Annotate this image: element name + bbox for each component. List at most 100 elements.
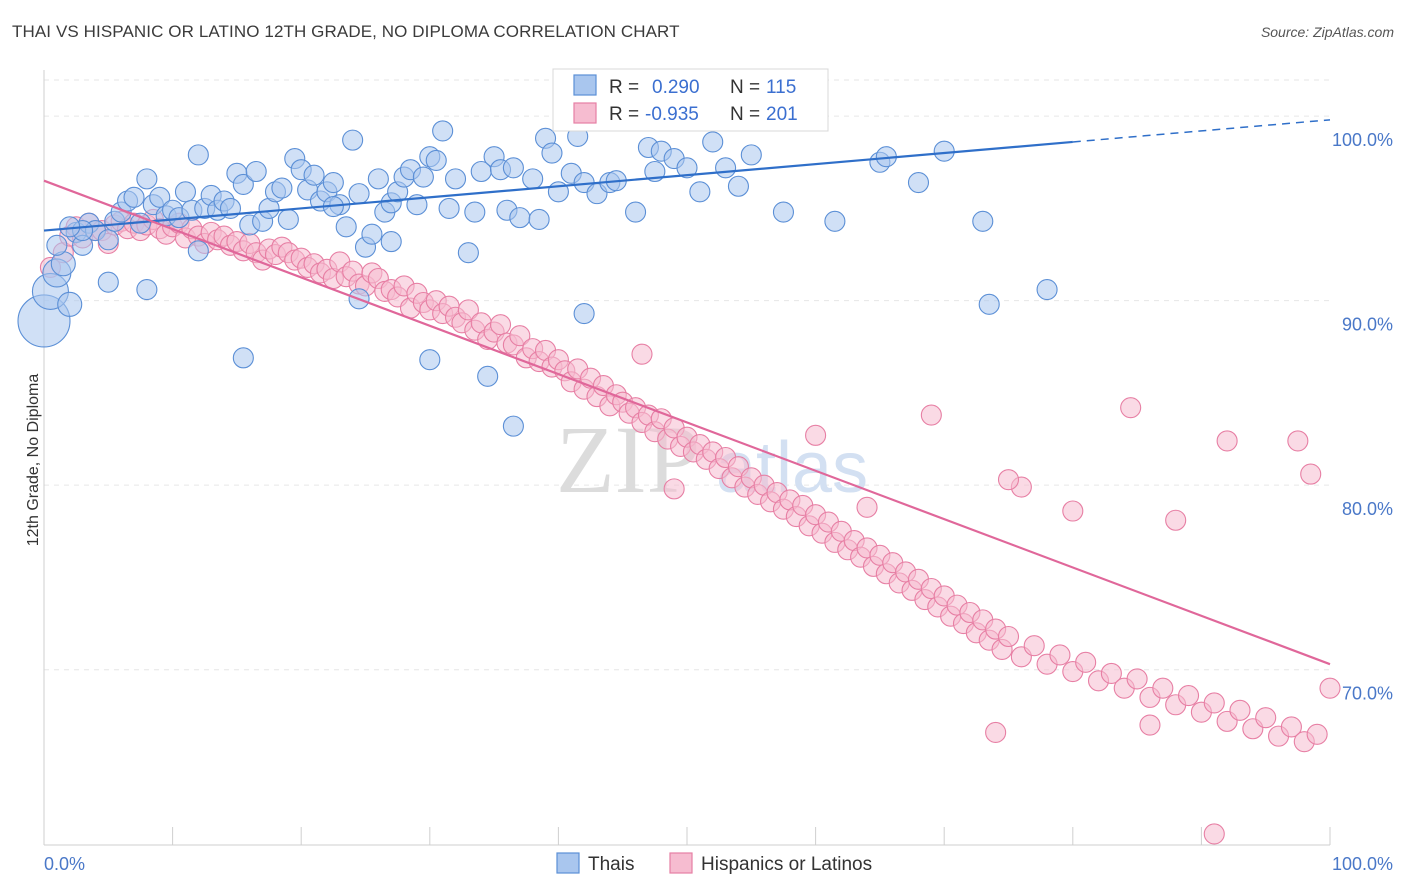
chart-title: THAI VS HISPANIC OR LATINO 12TH GRADE, N…	[12, 22, 680, 41]
point-hispanics	[1287, 430, 1309, 452]
point-thais	[727, 175, 749, 197]
point-hispanics	[1177, 684, 1200, 707]
point-thais	[174, 181, 197, 203]
point-hispanics	[920, 404, 942, 426]
x-tick-label: 0.0%	[44, 854, 85, 874]
point-thais	[978, 293, 1000, 315]
point-thais	[123, 186, 145, 208]
point-hispanics	[1229, 699, 1251, 721]
point-thais	[432, 120, 454, 142]
y-tick-label: 70.0%	[1342, 684, 1393, 704]
point-thais	[187, 144, 209, 166]
point-hispanics	[997, 625, 1020, 648]
chart-source: Source: ZipAtlas.com	[1260, 24, 1394, 40]
point-thais	[438, 197, 460, 219]
bottom-legend-hispanics: Hispanics or Latinos	[701, 854, 872, 875]
y-axis-label: 12th Grade, No Diploma	[25, 374, 42, 547]
point-hispanics	[985, 721, 1007, 743]
trend-line-thais-extension	[1072, 119, 1331, 143]
point-thais	[425, 149, 447, 171]
point-thais	[342, 129, 364, 151]
point-thais	[772, 201, 795, 223]
point-thais	[136, 279, 158, 301]
point-hispanics	[1300, 463, 1322, 485]
point-hispanics	[631, 343, 653, 365]
point-thais	[972, 210, 994, 232]
point-thais	[502, 415, 524, 437]
bottom-legend-thais: Thais	[588, 854, 634, 875]
point-hispanics	[663, 478, 685, 500]
axes	[43, 70, 1331, 846]
point-thais	[232, 347, 254, 369]
point-thais	[361, 223, 383, 245]
point-thais	[1036, 279, 1058, 301]
legend-hispanics-n-label: N =	[730, 104, 760, 125]
point-thais	[412, 166, 434, 188]
point-hispanics	[1203, 823, 1225, 845]
point-hispanics	[1139, 714, 1161, 736]
point-hispanics	[1126, 668, 1148, 690]
point-hispanics	[1280, 716, 1302, 738]
point-thais	[97, 229, 119, 251]
trend-line-thais	[43, 140, 1073, 232]
point-hispanics	[1319, 677, 1341, 699]
point-hispanics	[805, 424, 827, 446]
point-hispanics	[1255, 707, 1277, 729]
point-thais	[528, 208, 550, 231]
point-hispanics	[1075, 651, 1097, 673]
point-thais	[380, 231, 402, 253]
point-hispanics	[1203, 692, 1225, 714]
bottom-legend: Thais Hispanics or Latinos	[556, 852, 872, 875]
legend-thais-r-label: R =	[609, 77, 639, 98]
y-tick-label: 80.0%	[1342, 499, 1393, 519]
stats-legend: R = 0.290 N = 115 R = -0.935 N = 201	[552, 68, 829, 132]
series-thais-points	[17, 105, 1058, 437]
point-thais	[740, 144, 762, 166]
point-hispanics	[489, 314, 512, 336]
point-hispanics	[856, 496, 878, 518]
legend-swatch-thais	[573, 74, 597, 96]
y-tick-label: 100.0%	[1332, 130, 1393, 150]
legend-thais-n-value: 115	[766, 77, 796, 98]
point-hispanics	[997, 469, 1020, 491]
point-thais	[464, 201, 486, 223]
point-hispanics	[1049, 644, 1071, 666]
point-thais	[245, 160, 267, 183]
stats-legend-box	[552, 68, 829, 132]
point-hispanics	[1216, 430, 1238, 452]
legend-thais-n-label: N =	[730, 77, 760, 98]
point-thais	[625, 201, 647, 223]
point-hispanics	[509, 325, 531, 347]
point-thais	[824, 210, 846, 232]
point-hispanics	[457, 299, 479, 321]
point-hispanics	[1165, 509, 1187, 531]
point-thais	[97, 271, 119, 293]
point-thais	[367, 168, 389, 190]
legend-hispanics-r-value: -0.935	[645, 104, 699, 125]
point-hispanics	[1120, 397, 1142, 419]
point-thais	[57, 291, 83, 317]
point-thais	[232, 173, 254, 195]
point-thais	[522, 168, 544, 190]
bottom-legend-swatch-hispanics	[669, 852, 693, 874]
point-thais	[477, 365, 499, 387]
point-hispanics	[1062, 500, 1084, 522]
point-thais	[46, 234, 68, 256]
point-thais	[689, 181, 711, 203]
point-thais	[573, 303, 595, 325]
point-thais	[933, 140, 955, 162]
tick-labels: 70.0% 80.0% 90.0% 100.0% 0.0% 100.0%	[44, 130, 1393, 874]
point-thais	[303, 164, 325, 186]
point-hispanics	[1023, 635, 1045, 657]
bottom-legend-swatch-thais	[556, 852, 580, 874]
point-thais	[715, 157, 737, 179]
point-thais	[136, 168, 158, 190]
trend-lines	[43, 119, 1331, 666]
point-thais	[502, 157, 524, 179]
point-thais	[348, 183, 370, 205]
trend-line-hispanics	[43, 179, 1331, 666]
series-hispanics-points	[39, 208, 1341, 845]
point-hispanics	[1100, 662, 1122, 684]
point-thais	[419, 349, 441, 371]
